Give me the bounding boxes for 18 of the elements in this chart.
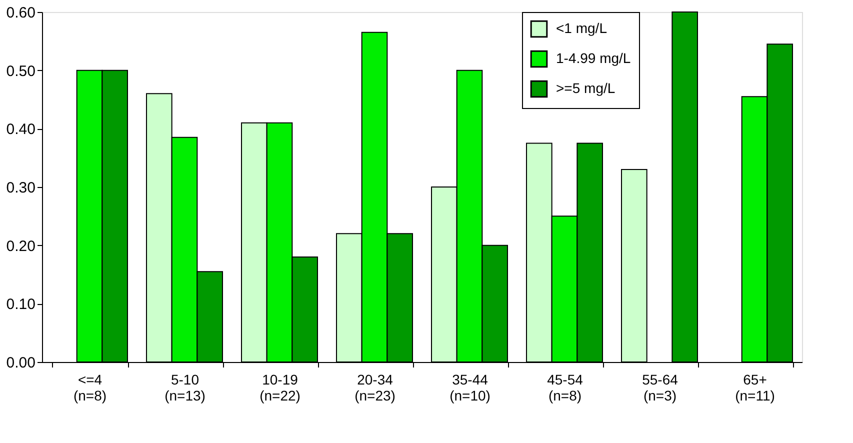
x-tick-label: 65+ (n=11): [735, 372, 775, 404]
x-tick-label: 20-34 (n=23): [354, 372, 396, 404]
x-tick-label: 35-44 (n=10): [450, 372, 490, 404]
x-tick-label: 5-10 (n=13): [164, 372, 206, 404]
y-tick-label: 0.00: [6, 354, 36, 372]
x-tick-label: <=4 (n=8): [73, 372, 107, 404]
legend-label: 1-4.99 mg/L: [556, 50, 631, 66]
y-tick-label: 0.40: [6, 121, 36, 138]
x-tick-label: 45-54 (n=8): [547, 372, 584, 404]
legend-label: <1 mg/L: [556, 20, 608, 36]
y-tick-label: 0.60: [6, 4, 36, 22]
x-tick-label: 55-64 (n=3): [642, 372, 678, 404]
y-tick-label: 0.10: [6, 296, 36, 314]
y-tick-label: 0.30: [6, 180, 36, 196]
y-tick-label: 0.20: [6, 238, 36, 255]
legend-label: >=5 mg/L: [556, 80, 616, 96]
x-tick-label: 10-19 (n=22): [260, 372, 300, 404]
y-tick-label: 0.50: [6, 62, 36, 80]
